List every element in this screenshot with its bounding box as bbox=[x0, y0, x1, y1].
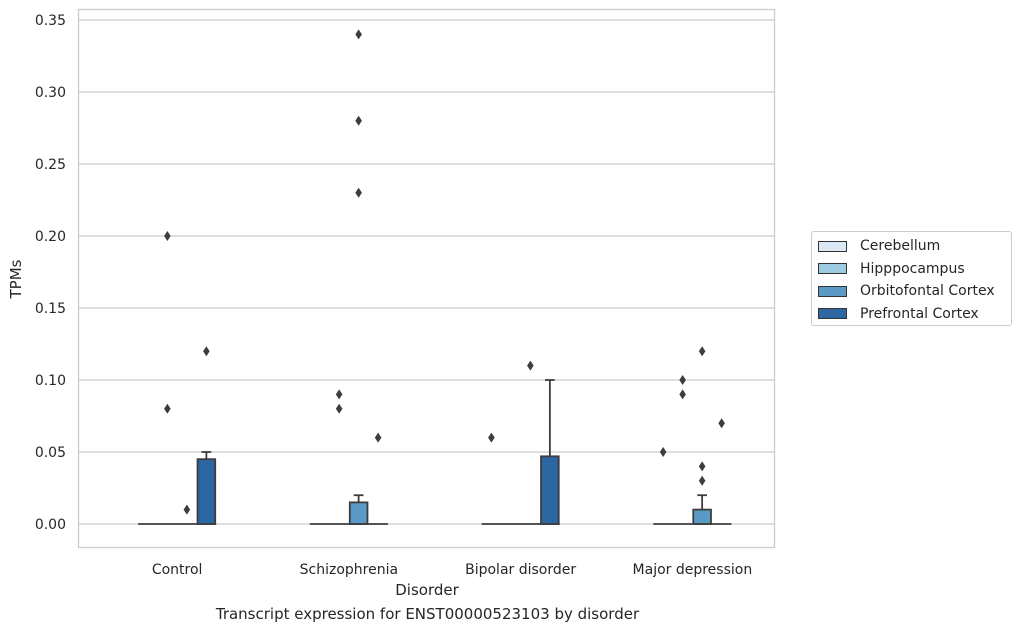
box-1-3 bbox=[672, 375, 693, 525]
legend-swatch bbox=[818, 263, 847, 275]
legend-label: Hipppocampus bbox=[860, 260, 965, 277]
outlier-point bbox=[679, 375, 686, 385]
y-tick-label: 0.25 bbox=[35, 157, 66, 173]
y-tick-label: 0.10 bbox=[35, 373, 66, 389]
legend-label: Prefrontal Cortex bbox=[860, 305, 979, 322]
legend-swatch bbox=[818, 285, 847, 297]
legend: Cerebellum Hipppocampus Orbitofontal Corte… bbox=[811, 231, 1012, 326]
x-tick-label: Control bbox=[152, 562, 203, 578]
y-tick-label: 0.00 bbox=[35, 517, 66, 533]
outlier-point bbox=[698, 346, 706, 357]
outlier-point bbox=[164, 231, 171, 241]
chart-caption: Transcript expression for ENST0000052310… bbox=[215, 605, 640, 623]
box bbox=[540, 455, 560, 525]
box-2-1 bbox=[348, 29, 369, 525]
legend-item: Orbitofontal Cortex bbox=[818, 280, 1011, 303]
outlier-point bbox=[488, 432, 495, 443]
outlier-point bbox=[679, 389, 686, 400]
x-tick-labels: Control Schizophrenia Bipolar disorder Majo… bbox=[152, 562, 752, 578]
box-plot-area bbox=[138, 29, 732, 525]
outlier-point bbox=[718, 418, 725, 429]
box-0-3 bbox=[653, 447, 673, 525]
x-tick-label: Major depression bbox=[633, 562, 753, 578]
box-1-0 bbox=[157, 231, 178, 525]
legend-swatch bbox=[818, 240, 847, 252]
legend-label: Orbitofontal Cortex bbox=[860, 283, 995, 300]
box bbox=[196, 458, 217, 525]
outlier-point bbox=[527, 360, 534, 371]
outlier-point bbox=[355, 115, 362, 126]
outlier-point bbox=[335, 389, 343, 400]
outlier-point bbox=[355, 29, 362, 40]
legend-item: Hipppocampus bbox=[818, 258, 1011, 281]
x-tick-label: Schizophrenia bbox=[300, 562, 398, 578]
y-tick-label: 0.35 bbox=[35, 13, 66, 29]
legend-item: Prefrontal Cortex bbox=[818, 303, 1011, 326]
outlier-point bbox=[164, 403, 171, 414]
outlier-point bbox=[698, 461, 706, 472]
outlier-point bbox=[659, 447, 667, 457]
box bbox=[348, 501, 369, 525]
legend-label: Cerebellum bbox=[860, 238, 941, 255]
y-tick-labels: 0.00 0.05 0.10 0.15 0.20 0.25 0.30 0.35 bbox=[35, 13, 66, 533]
box-3-1 bbox=[368, 432, 388, 525]
outlier-point bbox=[374, 432, 382, 443]
box bbox=[692, 508, 712, 525]
outlier-point bbox=[183, 504, 191, 515]
y-tick-label: 0.15 bbox=[35, 301, 66, 317]
box-2-2 bbox=[520, 360, 541, 525]
y-tick-label: 0.30 bbox=[35, 85, 66, 101]
y-tick-label: 0.05 bbox=[35, 445, 66, 461]
outlier-point bbox=[355, 187, 362, 198]
legend-item: Cerebellum bbox=[818, 235, 1011, 258]
outlier-point bbox=[335, 403, 343, 414]
box-3-2 bbox=[540, 379, 560, 525]
x-axis-label: Disorder bbox=[395, 581, 459, 599]
y-axis-label: TPMs bbox=[7, 259, 25, 299]
box-2-0 bbox=[177, 504, 197, 525]
y-gridlines bbox=[78, 19, 775, 525]
box-2-3 bbox=[692, 346, 712, 525]
x-tick-label: Bipolar disorder bbox=[465, 562, 576, 578]
y-tick-label: 0.20 bbox=[35, 229, 66, 245]
outlier-point bbox=[698, 475, 706, 486]
outlier-point bbox=[203, 346, 210, 357]
box-0-2 bbox=[481, 432, 502, 525]
box-3-0 bbox=[196, 346, 217, 525]
legend-swatch bbox=[818, 308, 847, 320]
box-1-1 bbox=[329, 389, 349, 525]
box-3-3 bbox=[711, 418, 732, 525]
plot-frame bbox=[77, 8, 776, 549]
